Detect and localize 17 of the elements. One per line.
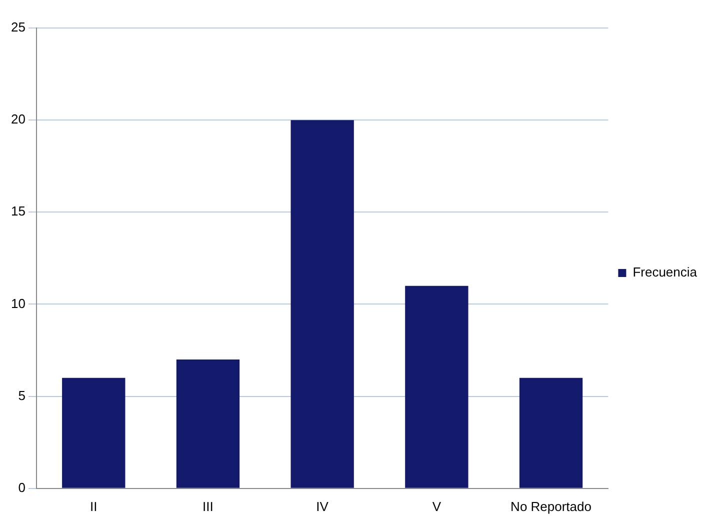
bar bbox=[519, 378, 583, 488]
y-tick-label: 0 bbox=[18, 480, 26, 495]
y-tick-label: 15 bbox=[10, 204, 26, 219]
y-tick-label: 5 bbox=[18, 388, 26, 403]
bar bbox=[290, 120, 354, 488]
bar bbox=[62, 378, 126, 488]
legend-label: Frecuencia bbox=[632, 264, 698, 280]
x-tick-label: III bbox=[202, 498, 214, 514]
y-tick-label: 10 bbox=[10, 296, 26, 311]
x-tick-label: IV bbox=[316, 498, 329, 514]
y-tick-label: 25 bbox=[10, 20, 26, 35]
x-tick-label: V bbox=[432, 498, 442, 514]
y-tick-label: 20 bbox=[10, 112, 26, 127]
bar bbox=[405, 286, 468, 488]
bar bbox=[176, 359, 240, 488]
x-tick-label: No Reportado bbox=[510, 498, 592, 514]
x-tick-label: II bbox=[90, 498, 98, 514]
